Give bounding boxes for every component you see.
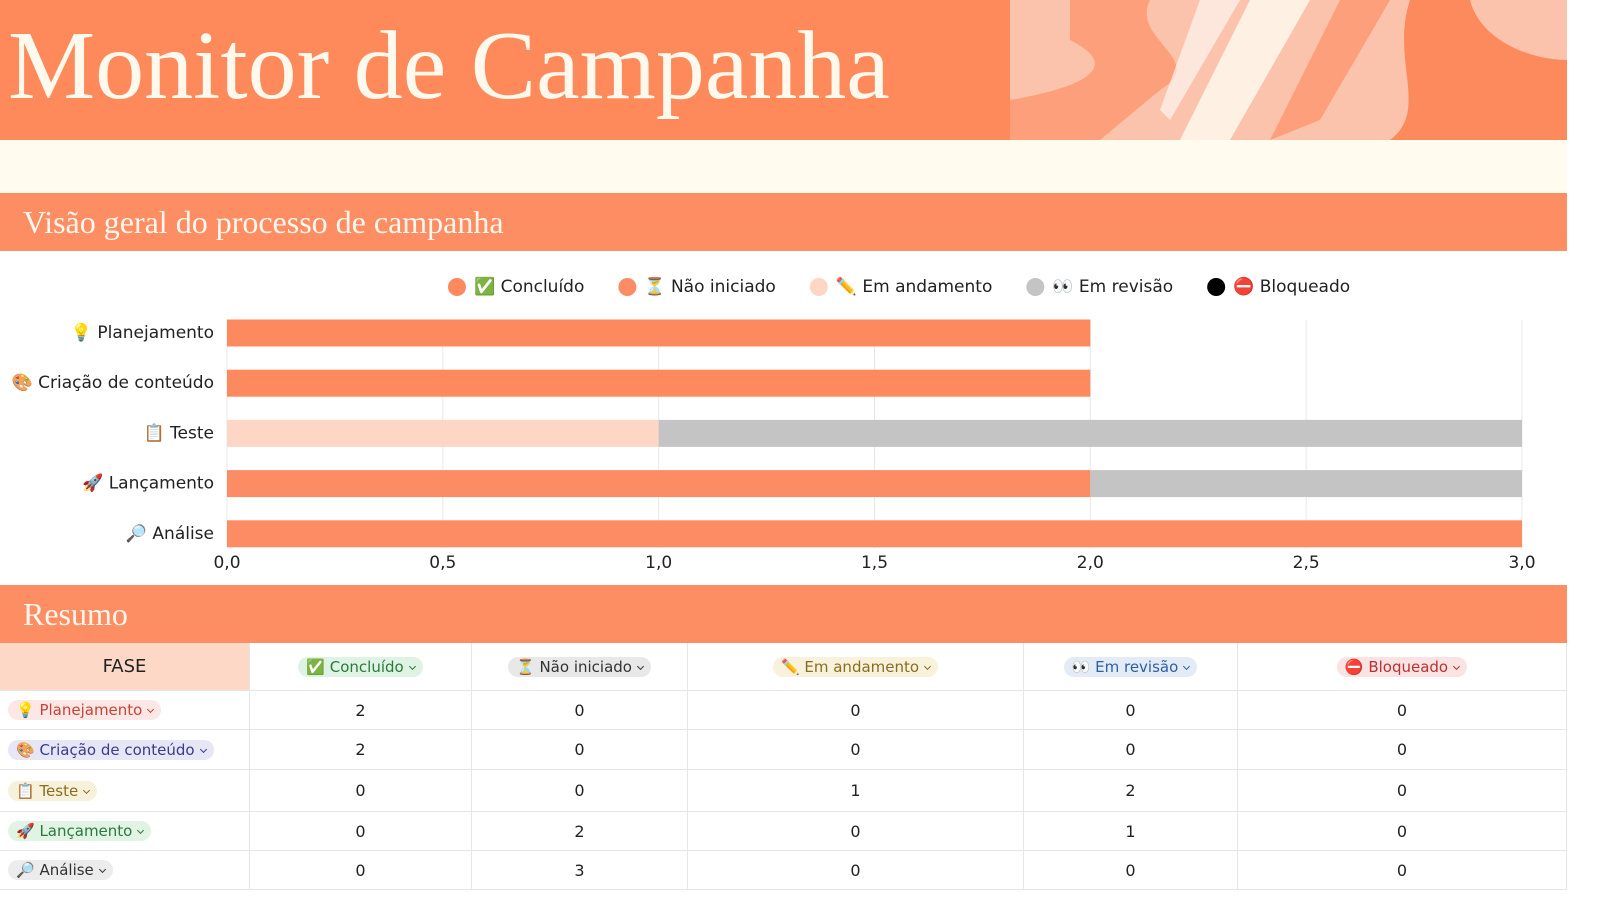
legend-label: ⛔ Bloqueado (1233, 276, 1350, 297)
table-row: 🚀 Lançamento 0 2 0 1 0 (0, 812, 1567, 851)
count-cell: 0 (1024, 851, 1238, 889)
legend-swatch (618, 278, 637, 296)
legend-label: 👀 Em revisão (1052, 277, 1173, 297)
count-cell: 0 (1238, 812, 1567, 850)
count-cell: 2 (472, 812, 688, 850)
section-header: Visão geral do processo de campanha (0, 193, 1567, 251)
bar (1090, 470, 1522, 498)
header-cell: 👀 Em revisão (1024, 643, 1238, 690)
status-tag: ✅ Concluído (298, 656, 423, 677)
phase-tag: 🎨 Criação de conteúdo (8, 739, 214, 760)
bar (658, 419, 1522, 447)
page-title: Monitor de Campanha (8, 12, 890, 120)
count-cell: 3 (472, 851, 688, 889)
count-cell: 2 (1024, 770, 1238, 811)
count-cell: 0 (688, 851, 1024, 889)
count-cell: 0 (472, 730, 688, 769)
legend-label: ✅ Concluído (474, 276, 584, 297)
phase-tag: 🔎 Análise (8, 860, 113, 880)
phase-tag: 💡 Planejamento (8, 700, 162, 720)
status-tag: 👀 Em revisão (1063, 656, 1198, 677)
y-tick-label: 🔎 Análise (126, 522, 214, 544)
phase-cell: 🚀 Lançamento (0, 812, 250, 850)
bar (227, 319, 1091, 347)
count-cell: 0 (250, 851, 472, 889)
x-tick-label: 1,0 (645, 553, 672, 573)
count-cell: 0 (250, 770, 472, 811)
header-cell: ⏳ Não iniciado (472, 643, 688, 690)
count-cell: 0 (250, 812, 472, 850)
header-banner: Monitor de Campanha (0, 0, 1567, 140)
y-tick-label: 💡 Planejamento (71, 322, 214, 343)
x-tick-label: 1,5 (861, 553, 888, 573)
phase-cell: 📋 Teste (0, 770, 250, 811)
legend-label: ✏️ Em andamento (836, 276, 993, 297)
bar (227, 470, 1091, 498)
y-tick-label: 🚀 Lançamento (82, 473, 214, 494)
table-row: 🔎 Análise 0 3 0 0 0 (0, 851, 1567, 890)
x-tick-label: 3,0 (1508, 553, 1535, 573)
legend-swatch (809, 278, 828, 296)
header-art (1010, 0, 1567, 140)
status-tag: ⏳ Não iniciado (508, 656, 651, 677)
y-tick-label: 🎨 Criação de conteúdo (12, 372, 214, 393)
phase-cell: 🎨 Criação de conteúdo (0, 730, 250, 769)
count-cell: 0 (1238, 851, 1567, 889)
count-cell: 2 (250, 730, 472, 769)
legend-swatch (1026, 278, 1045, 296)
x-tick-label: 2,5 (1293, 553, 1320, 573)
count-cell: 0 (472, 770, 688, 811)
count-cell: 0 (1024, 691, 1238, 729)
header-cell: FASE (0, 643, 250, 690)
table-row: 🎨 Criação de conteúdo 2 0 0 0 0 (0, 730, 1567, 770)
section-header: Resumo (0, 585, 1567, 643)
count-cell: 0 (1024, 730, 1238, 769)
table-row: 💡 Planejamento 2 0 0 0 0 (0, 691, 1567, 730)
legend-label: ⏳ Não iniciado (644, 276, 775, 297)
phase-tag: 📋 Teste (8, 780, 98, 801)
spacer (0, 140, 1567, 193)
bar (227, 419, 659, 447)
count-cell: 0 (688, 730, 1024, 769)
count-cell: 0 (1238, 730, 1567, 769)
count-cell: 0 (472, 691, 688, 729)
header-cell: ✏️ Em andamento (688, 643, 1024, 690)
x-tick-label: 2,0 (1077, 553, 1104, 573)
summary-table: FASE ✅ Concluído ⏳ Não iniciado ✏️ Em andam… (0, 643, 1567, 890)
count-cell: 0 (688, 812, 1024, 850)
x-tick-label: 0,0 (213, 553, 240, 573)
count-cell: 0 (1238, 770, 1567, 811)
chart: 0,0 0,5 1,0 1,5 2,0 2,5 3,0 ✅ Concluído ⏳ Não in… (12, 276, 1536, 573)
x-tick-label: 0,5 (429, 553, 456, 573)
legend-swatch (1207, 278, 1226, 296)
header-cell: ✅ Concluído (250, 643, 472, 690)
count-cell: 1 (688, 770, 1024, 811)
count-cell: 1 (1024, 812, 1238, 850)
status-tag: ✏️ Em andamento (772, 656, 939, 677)
header-cell: ⛔ Bloqueado (1238, 643, 1567, 690)
bar (227, 369, 1091, 397)
count-cell: 2 (250, 691, 472, 729)
bar (227, 520, 1522, 548)
phase-cell: 💡 Planejamento (0, 691, 250, 729)
phase-tag: 🚀 Lançamento (8, 821, 152, 841)
status-tag: ⛔ Bloqueado (1336, 656, 1468, 677)
phase-cell: 🔎 Análise (0, 851, 250, 889)
table-row: 📋 Teste 0 0 1 2 0 (0, 770, 1567, 812)
legend-swatch (448, 278, 466, 296)
count-cell: 0 (1238, 691, 1567, 729)
table-header-row: FASE ✅ Concluído ⏳ Não iniciado ✏️ Em andam… (0, 643, 1567, 691)
y-tick-label: 📋 Teste (143, 422, 214, 443)
count-cell: 0 (688, 691, 1024, 729)
